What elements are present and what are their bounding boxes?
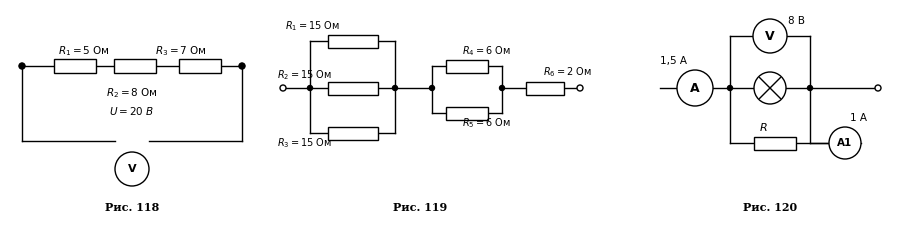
Circle shape [280,85,286,91]
Text: $R_1 = 15$ Ом: $R_1 = 15$ Ом [285,19,340,33]
Circle shape [677,70,713,106]
Text: $R_3 = 7$ Ом: $R_3 = 7$ Ом [155,44,207,58]
Bar [446,60,488,73]
Bar [54,59,96,73]
Circle shape [807,85,813,91]
Text: Рис. 118: Рис. 118 [105,202,159,213]
Text: A1: A1 [837,138,852,148]
Bar [114,59,156,73]
Circle shape [727,85,733,91]
Circle shape [115,152,149,186]
Circle shape [308,85,312,91]
Circle shape [20,64,24,69]
Text: 8 В: 8 В [788,16,805,26]
Text: Рис. 120: Рис. 120 [742,202,797,213]
Text: $R_5 = 6$ Ом: $R_5 = 6$ Ом [462,116,511,130]
Bar [754,137,796,149]
Text: $R_2 = 8$ Ом: $R_2 = 8$ Ом [106,86,158,100]
Text: V: V [128,164,136,174]
Bar [328,34,377,48]
Circle shape [753,19,787,53]
Text: $R$: $R$ [759,121,768,133]
Bar [328,82,377,94]
Circle shape [500,85,505,91]
Circle shape [392,85,398,91]
Text: $R_4 = 6$ Ом: $R_4 = 6$ Ом [462,44,511,58]
Circle shape [239,64,245,69]
Bar [446,106,488,119]
Text: $R_3 = 15$ Ом: $R_3 = 15$ Ом [277,136,332,150]
Text: $R_2 = 15$ Ом: $R_2 = 15$ Ом [277,68,332,82]
Text: Рис. 119: Рис. 119 [393,202,447,213]
Circle shape [754,72,786,104]
Circle shape [577,85,583,91]
Text: A: A [690,82,700,94]
Text: $U = 20$ В: $U = 20$ В [109,105,155,117]
Circle shape [875,85,881,91]
Text: $R_1 = 5$ Ом: $R_1 = 5$ Ом [58,44,110,58]
Text: 1 А: 1 А [850,113,867,123]
Text: $R_6 = 2$ Ом: $R_6 = 2$ Ом [543,65,592,79]
Bar [328,127,377,140]
Bar [179,59,221,73]
Circle shape [829,127,861,159]
Circle shape [429,85,435,91]
Circle shape [19,63,25,69]
Text: 1,5 А: 1,5 А [660,56,687,66]
Text: V: V [765,30,775,43]
Circle shape [239,63,245,69]
Bar [526,82,564,94]
